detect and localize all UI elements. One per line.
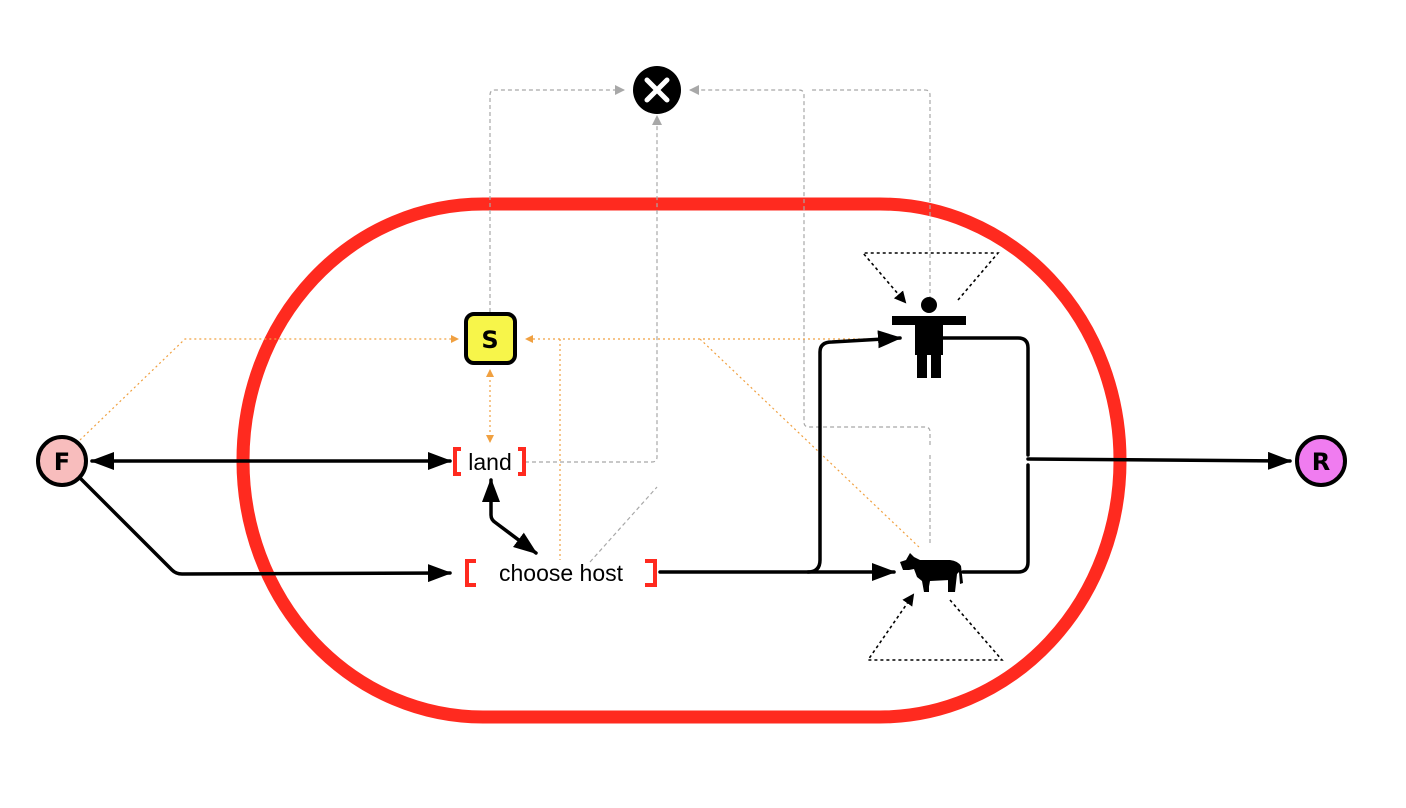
- human-figure-icon: [892, 297, 966, 378]
- land-label: land: [468, 449, 511, 475]
- choose-host-label: choose host: [499, 560, 624, 586]
- death-node: [633, 66, 681, 114]
- s-node-label: S: [481, 326, 498, 354]
- r-node: R: [1295, 435, 1347, 487]
- land-node: land: [453, 447, 526, 476]
- choose-host-node: choose host: [465, 559, 657, 587]
- s-node: S: [464, 312, 517, 365]
- cow-icon: [900, 553, 963, 592]
- f-node: F: [36, 435, 88, 487]
- r-node-label: R: [1312, 448, 1330, 476]
- main-flows: [78, 330, 1292, 583]
- mortality-flows: [489, 85, 931, 563]
- human-self-loop: [861, 252, 1000, 304]
- f-node-label: F: [54, 448, 70, 476]
- cow-self-loop: [866, 593, 1004, 661]
- feedback-lines: [79, 335, 921, 560]
- close-icon: [644, 77, 670, 103]
